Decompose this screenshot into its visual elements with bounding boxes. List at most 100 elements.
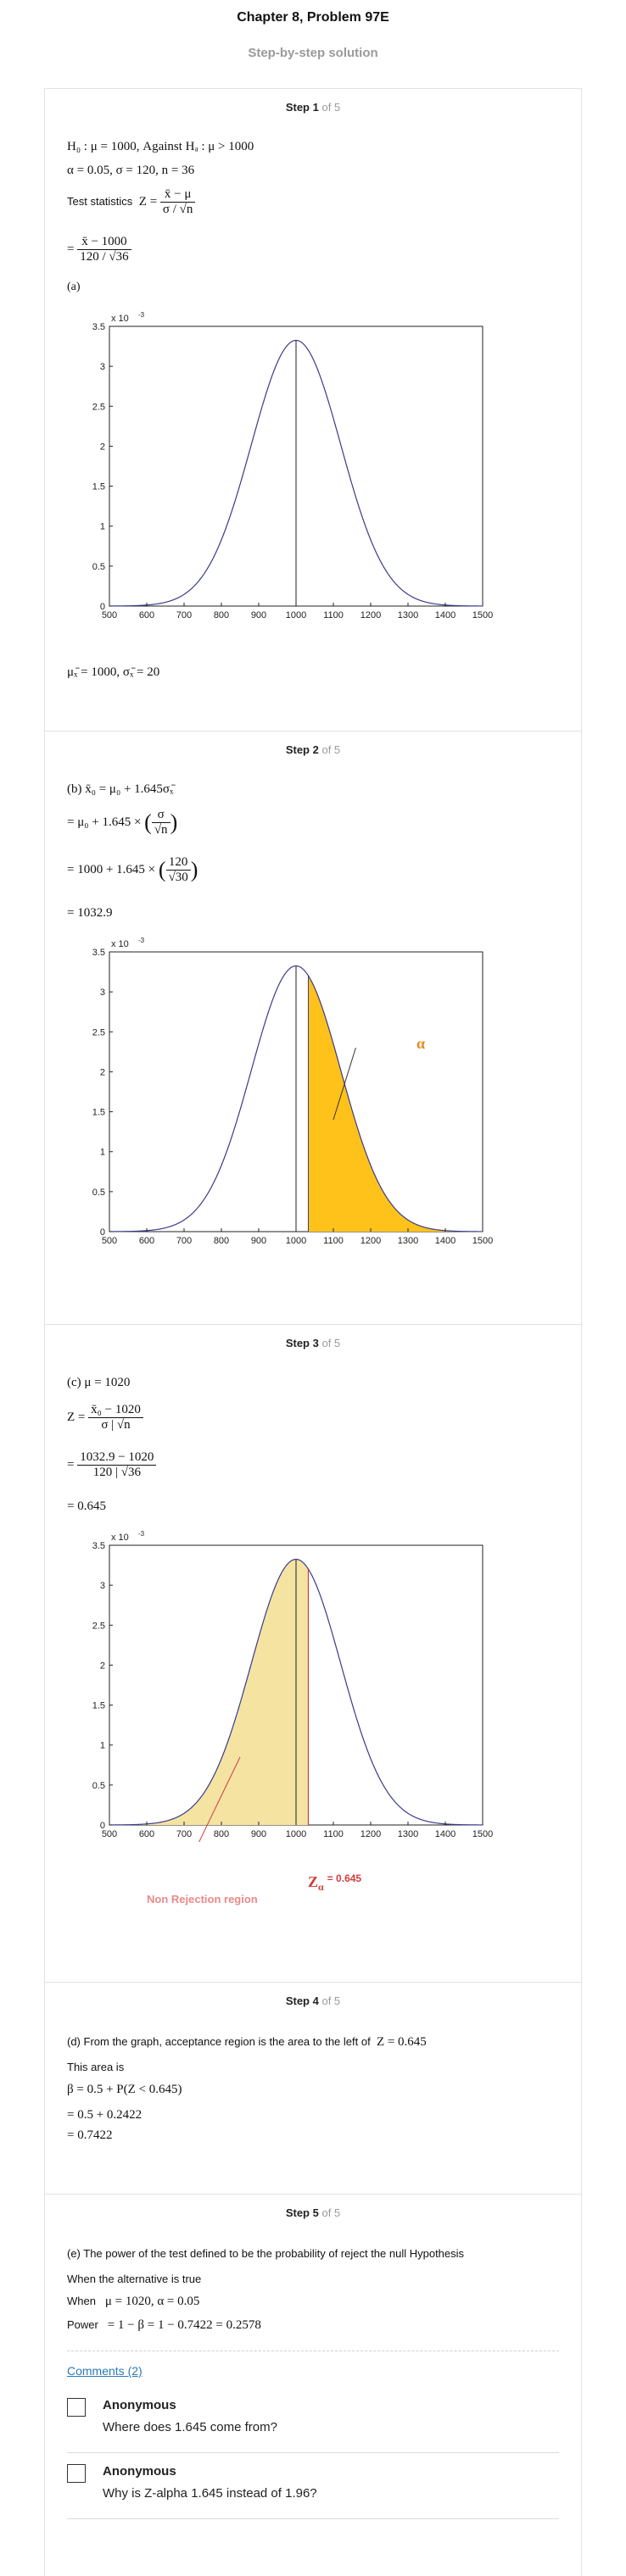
step-1-heading: Step 1 of 5	[45, 101, 581, 114]
x-tick-label: 1300	[398, 1236, 418, 1246]
comment-text: Why is Z-alpha 1.645 instead of 1.96?	[103, 2486, 317, 2501]
x-tick-label: 1000	[286, 610, 306, 620]
z-alpha-subscript: α	[318, 1881, 324, 1894]
x-tick-label: 700	[176, 1829, 192, 1839]
x-tick-label: 900	[251, 610, 266, 620]
beta-formula: β = 0.5 + P(Z < 0.645)	[67, 2083, 182, 2096]
x-tick-label: 1000	[286, 1829, 306, 1839]
x-tick-label: 1500	[472, 1829, 493, 1839]
step-3-panel: Step 3 of 5 (c) μ = 1020 Z = x̄₀ − 1020 σ…	[44, 1324, 582, 1982]
x-tick-label: 500	[102, 1236, 117, 1246]
z-alpha-annotation: Zα = 0.645	[308, 1872, 361, 1894]
y-tick-label: 3	[100, 988, 105, 998]
y-tick-label: 0.5	[92, 562, 105, 572]
y-tick-label: 3.5	[92, 1541, 105, 1551]
y-tick-label: 1.5	[92, 1701, 105, 1711]
x-tick-label: 1400	[435, 610, 456, 620]
x-tick-label: 1100	[323, 610, 344, 620]
y-tick-label: 1	[100, 522, 105, 532]
z-numerator: x̄ − μ	[159, 187, 196, 203]
numerator: σ	[151, 808, 170, 823]
step-count: of 5	[321, 1995, 341, 2007]
chart-non-rejection-region: 500 600 700 800 900 1000 1100 1200 1300 1400 1500 0…	[92, 1530, 493, 1842]
y-tick-label: 1.5	[92, 482, 105, 492]
step-count: of 5	[321, 743, 341, 756]
shaded-region	[308, 976, 483, 1232]
step-4-heading: Step 4 of 5	[45, 1995, 581, 2007]
non-rejection-pointer	[198, 1756, 241, 1842]
eq2-numerator: x̄ − 1000	[77, 235, 131, 250]
y-tick-label: 2.5	[92, 1621, 105, 1631]
y-tick-label: 1	[100, 1741, 105, 1751]
eq-prefix: =	[67, 1457, 75, 1472]
acceptance-text: (d) From the graph, acceptance region is…	[67, 2035, 371, 2048]
step-3-heading: Step 3 of 5	[45, 1337, 581, 1349]
beta-sum: = 0.5 + 0.2422	[67, 2108, 143, 2122]
step-count: of 5	[321, 101, 341, 114]
numerator: x̄₀ − 1020	[88, 1403, 143, 1418]
critical-formula-line: = μ₀ + 1.645 × (σ √n)	[67, 808, 178, 837]
y-tick-label: 1.5	[92, 1108, 105, 1118]
eq-prefix: Z =	[67, 1410, 86, 1424]
when-values: μ = 1020, α = 0.05	[104, 2295, 200, 2308]
y-multiplier: x 10	[111, 314, 129, 324]
y-tick-label: 3.5	[92, 948, 105, 958]
acceptance-region-text: (d) From the graph, acceptance region is…	[67, 2035, 427, 2050]
x-tick-label: 700	[176, 1236, 192, 1246]
z-denominator: σ / √n	[162, 203, 193, 216]
x-tick-label: 1100	[323, 1829, 344, 1839]
z-formula-line: Z = x̄₀ − 1020 σ | √n	[67, 1403, 143, 1433]
test-statistic-label: Test statistics	[67, 194, 133, 208]
area-text: This area is	[67, 2061, 125, 2073]
eq2-denominator: 120 / √36	[80, 250, 129, 264]
step-count: of 5	[321, 1337, 341, 1349]
x-tick-label: 1400	[435, 1236, 456, 1246]
x-tick-label: 1500	[472, 610, 493, 620]
x-tick-label: 1100	[323, 1236, 344, 1246]
y-tick-label: 2.5	[92, 1027, 105, 1038]
y-tick-label: 2	[100, 1661, 105, 1671]
comment-author: Anonymous	[103, 2464, 176, 2479]
denominator: √30	[168, 871, 188, 884]
x-tick-label: 1400	[435, 1829, 456, 1839]
x-tick-label: 500	[102, 1829, 117, 1839]
when-line: When μ = 1020, α = 0.05	[67, 2295, 199, 2309]
numerator: 1032.9 − 1020	[77, 1450, 157, 1466]
x-tick-label: 600	[139, 1829, 154, 1839]
y-tick-label: 3	[100, 1581, 105, 1591]
step-4-panel: Step 4 of 5 (d) From the graph, acceptan…	[44, 1982, 582, 2194]
z-result: = 0.645	[67, 1499, 106, 1513]
given-values: α = 0.05, σ = 120, n = 36	[67, 164, 195, 177]
eq-prefix: = 1000 + 1.645 ×	[67, 862, 156, 876]
x-tick-label: 900	[251, 1829, 266, 1839]
x-tick-label: 1300	[398, 610, 418, 620]
y-multiplier-exponent: -3	[138, 1530, 145, 1538]
z-alpha-symbol: Z	[308, 1873, 319, 1890]
x-tick-label: 600	[139, 610, 154, 620]
y-multiplier-exponent: -3	[138, 311, 145, 319]
x-tick-label: 800	[214, 1236, 229, 1246]
x-tick-label: 800	[214, 610, 229, 620]
y-multiplier: x 10	[111, 1533, 129, 1543]
alt-mean-line: (c) μ = 1020	[67, 1376, 131, 1389]
y-multiplier-exponent: -3	[138, 937, 145, 944]
z-alpha-value: = 0.645	[327, 1872, 362, 1884]
y-tick-label: 0.5	[92, 1781, 105, 1791]
step-5-heading: Step 5 of 5	[45, 2206, 581, 2219]
step-count: of 5	[321, 2206, 341, 2219]
substitution-formula: = x̄ − 1000 120 / √36	[67, 235, 131, 264]
z-substitution-line: = 1032.9 − 1020 120 | √36	[67, 1450, 157, 1480]
step-5-panel: Step 5 of 5 (e) The power of the test de…	[44, 2194, 582, 2576]
step-label: Step 3	[285, 1337, 319, 1349]
comment-item: Anonymous Why is Z-alpha 1.645 instead o…	[67, 2452, 559, 2519]
alternative-text: When the alternative is true	[67, 2273, 202, 2285]
denominator: √n	[154, 823, 168, 837]
denominator: σ | √n	[101, 1418, 131, 1432]
power-label: Power	[67, 2318, 98, 2331]
step-label: Step 5	[285, 2206, 319, 2219]
y-tick-label: 2	[100, 442, 105, 452]
x-tick-label: 1300	[398, 1829, 418, 1839]
y-tick-label: 0	[100, 602, 105, 612]
comments-link[interactable]: Comments (2)	[67, 2364, 143, 2378]
numerator: 120	[165, 855, 191, 871]
